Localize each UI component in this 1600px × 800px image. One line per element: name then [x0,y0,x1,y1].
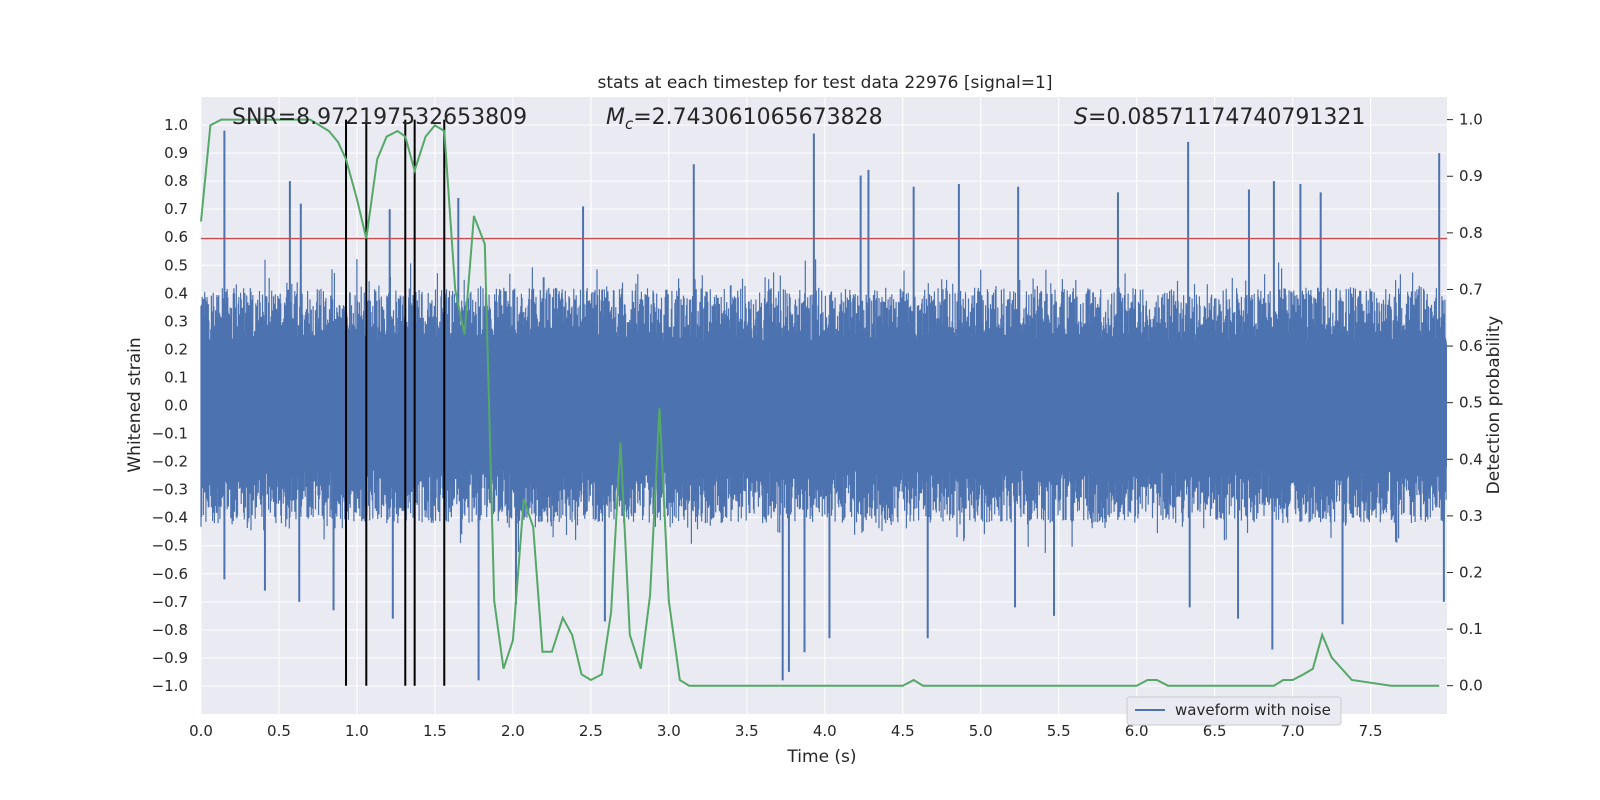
y-tick-label: 0.4 [164,284,188,302]
x-tick-label: 3.5 [735,722,759,740]
chart-title: stats at each timestep for test data 229… [598,73,1053,93]
x-tick-label: 5.5 [1047,722,1071,740]
y-axis-right: 1.0 0.9 0.8 0.7 0.6 0.5 0.4 0.3 0.2 0.1 0.0 [1447,111,1483,695]
y-tick-label: 0.3 [164,312,188,330]
y-tick-label: −0.1 [152,425,188,443]
chirp-mass-stat: Mc=2.743061065673828 [606,105,883,133]
y-tick-label: −1.0 [152,677,188,695]
y-right-tick-label: 0.7 [1459,280,1483,298]
x-axis-label: Time (s) [786,747,856,767]
x-tick-label: 1.5 [423,722,447,740]
y-tick-label: 0.7 [164,200,188,218]
x-tick-label: 4.5 [891,722,915,740]
y-axis-label: Whitened strain [125,337,145,472]
x-tick-label: 0.0 [189,722,213,740]
y-tick-label: 0.5 [164,256,188,274]
waveform-core [201,343,1447,468]
y-right-tick-label: 0.6 [1459,337,1483,355]
x-axis: 0.0 0.5 1.0 1.5 2.0 2.5 3.0 3.5 4.0 4.5 5.0 5.5 6.0 6… [189,722,1382,740]
y-tick-label: 1.0 [164,116,188,134]
x-tick-label: 6.0 [1125,722,1149,740]
legend: waveform with noise [1126,696,1342,726]
legend-box [1126,696,1342,726]
waveform-series [200,130,1447,681]
y-right-tick-label: 0.4 [1459,450,1483,468]
y-tick-label: −0.7 [152,593,188,611]
y-tick-label: −0.3 [152,481,188,499]
y-right-tick-label: 0.8 [1459,224,1483,242]
event-lines [345,119,446,686]
x-tick-label: 7.0 [1281,722,1305,740]
y-right-tick-label: 0.2 [1459,563,1483,581]
y-tick-label: −0.9 [152,649,188,667]
y-tick-label: −0.8 [152,621,188,639]
y-right-tick-label: 0.5 [1459,394,1483,412]
y-right-tick-label: 0.9 [1459,167,1483,185]
y-right-tick-label: 1.0 [1459,111,1483,129]
y-axis-right-label: Detection probability [1484,316,1504,495]
s-value: =0.08571174740791321 [1088,105,1365,130]
y-right-tick-label: 0.1 [1459,620,1483,638]
x-tick-label: 3.0 [657,722,681,740]
x-tick-label: 7.5 [1359,722,1383,740]
y-tick-label: −0.6 [152,565,188,583]
probability-series [200,118,1440,687]
y-tick-label: 0.0 [164,397,188,415]
y-right-tick-label: 0.0 [1459,677,1483,695]
y-tick-label: 0.9 [164,144,188,162]
y-tick-label: 0.8 [164,172,188,190]
y-tick-label: −0.4 [152,509,188,527]
y-tick-label: 0.2 [164,340,188,358]
x-tick-label: 4.0 [813,722,837,740]
y-right-tick-label: 0.3 [1459,507,1483,525]
chirp-mass-value: =2.743061065673828 [633,105,882,130]
x-tick-label: 0.5 [267,722,291,740]
y-tick-label: 0.6 [164,228,188,246]
x-tick-label: 5.0 [969,722,993,740]
s-symbol: S [1074,105,1088,130]
y-tick-label: 0.1 [164,368,188,386]
y-tick-label: −0.2 [152,453,188,471]
y-tick-label: −0.5 [152,537,188,555]
s-stat: S=0.08571174740791321 [1074,105,1365,130]
chirp-mass-subscript: c [625,115,634,133]
chirp-mass-symbol: M [606,105,625,130]
x-tick-label: 6.5 [1203,722,1227,740]
x-tick-label: 2.5 [579,722,603,740]
x-tick-label: 1.0 [345,722,369,740]
x-tick-label: 2.0 [501,722,525,740]
legend-label: waveform with noise [1175,701,1331,719]
snr-stat: SNR=8.972197532653809 [232,105,527,130]
y-axis-left: 1.0 0.9 0.8 0.7 0.6 0.5 0.4 0.3 0.2 0.1 0.0 −0.1 −0.… [152,116,188,695]
